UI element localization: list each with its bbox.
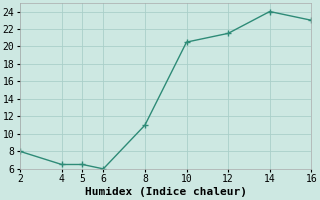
X-axis label: Humidex (Indice chaleur): Humidex (Indice chaleur) [85, 187, 247, 197]
